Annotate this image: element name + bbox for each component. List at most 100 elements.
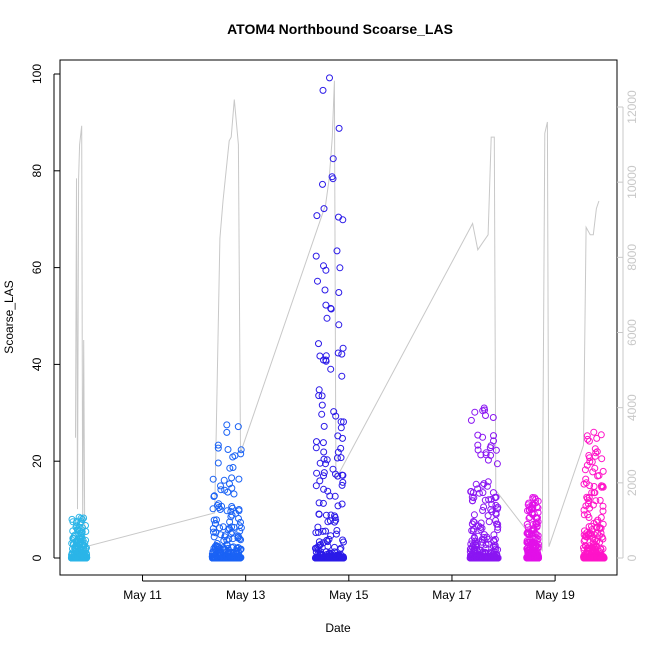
data-point xyxy=(69,545,76,553)
data-point xyxy=(528,501,536,509)
data-point xyxy=(596,496,604,504)
data-point xyxy=(230,490,238,498)
data-point xyxy=(471,534,478,542)
data-point xyxy=(474,553,481,561)
data-point xyxy=(315,386,323,394)
data-point xyxy=(325,535,333,543)
data-point xyxy=(237,450,245,458)
x-axis: May 11 May 13 May 15 May 17 May 19 xyxy=(123,575,575,602)
data-point xyxy=(327,511,335,519)
data-point xyxy=(320,448,328,456)
data-point xyxy=(72,519,80,527)
x-tick-label: May 17 xyxy=(432,588,472,602)
data-point xyxy=(237,518,244,526)
data-point xyxy=(326,492,334,500)
data-point xyxy=(591,452,599,460)
data-point xyxy=(209,475,217,483)
data-point xyxy=(319,527,327,535)
data-point xyxy=(494,523,502,531)
point-cluster-5 xyxy=(523,494,543,562)
data-point xyxy=(229,553,237,561)
data-point xyxy=(332,470,339,478)
data-point xyxy=(585,514,593,521)
data-point xyxy=(214,459,222,467)
point-cluster-3 xyxy=(311,74,348,562)
data-point xyxy=(78,528,86,536)
data-point xyxy=(469,518,477,525)
data-point xyxy=(319,539,327,547)
data-point xyxy=(319,86,327,94)
data-point xyxy=(492,446,500,454)
data-point xyxy=(493,460,501,468)
data-point xyxy=(479,507,487,514)
data-point xyxy=(313,212,321,220)
data-point xyxy=(311,554,319,562)
data-point xyxy=(312,252,320,260)
data-point-max xyxy=(223,421,231,429)
data-point xyxy=(234,423,242,431)
scatter-points xyxy=(67,74,608,562)
y2-tick-label: 4000 xyxy=(625,394,639,421)
data-point xyxy=(595,472,603,479)
data-point xyxy=(530,524,538,532)
data-point xyxy=(470,546,478,554)
data-point-max xyxy=(480,404,488,412)
data-point xyxy=(470,511,478,519)
y-axis-left: 0 20 40 60 80 100 xyxy=(30,64,60,561)
x-tick-label: May 15 xyxy=(329,588,369,602)
y-tick-label: 20 xyxy=(30,454,44,468)
data-point xyxy=(223,428,231,436)
data-point xyxy=(598,554,606,562)
data-point xyxy=(490,548,498,556)
data-point xyxy=(479,481,487,489)
data-point xyxy=(322,301,330,309)
chart-title: ATOM4 Northbound Scoarse_LAS xyxy=(227,21,453,37)
data-point xyxy=(534,504,542,512)
data-point xyxy=(334,472,342,480)
data-point xyxy=(484,535,492,543)
data-point xyxy=(474,485,482,493)
data-point xyxy=(316,477,324,485)
data-point xyxy=(590,489,598,497)
data-point xyxy=(226,464,234,472)
data-point xyxy=(335,289,343,296)
data-point xyxy=(226,518,234,526)
data-point xyxy=(478,549,486,557)
data-point xyxy=(339,478,347,486)
data-point xyxy=(474,441,482,449)
data-point xyxy=(470,518,478,526)
data-point xyxy=(337,454,345,462)
point-cluster-1 xyxy=(67,513,91,562)
data-point-max xyxy=(326,74,333,82)
data-point xyxy=(322,527,329,535)
data-point xyxy=(335,321,343,329)
y2-tick-label: 6000 xyxy=(625,319,639,346)
data-point xyxy=(210,516,218,524)
data-point-max xyxy=(590,428,598,436)
data-point xyxy=(585,452,593,459)
data-point xyxy=(320,554,328,562)
data-point xyxy=(213,516,220,524)
data-point xyxy=(214,441,222,449)
y-axis-label: Scoarse_LAS xyxy=(2,280,16,353)
data-point xyxy=(230,523,238,531)
data-point xyxy=(597,524,605,532)
data-point xyxy=(322,266,330,274)
data-point xyxy=(69,518,77,526)
data-point xyxy=(467,416,475,424)
y-axis-right: 0 2000 4000 6000 8000 10000 12000 xyxy=(617,90,639,561)
data-point xyxy=(327,304,335,312)
data-point xyxy=(534,543,542,551)
data-point xyxy=(335,124,343,132)
data-point xyxy=(319,439,327,447)
data-point xyxy=(490,432,497,440)
data-point xyxy=(482,451,490,459)
data-point xyxy=(533,503,541,511)
data-point xyxy=(336,264,344,272)
data-point xyxy=(582,475,590,483)
data-point xyxy=(585,437,593,445)
data-point xyxy=(524,550,532,558)
data-point xyxy=(339,471,347,479)
data-point xyxy=(323,314,331,322)
data-point xyxy=(332,516,340,524)
